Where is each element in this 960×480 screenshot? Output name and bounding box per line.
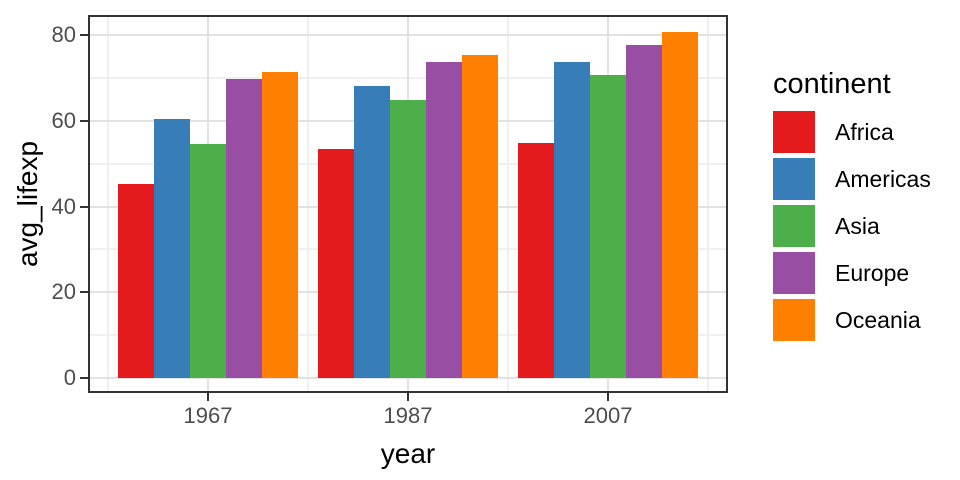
- plot-panel: [88, 15, 728, 393]
- legend-swatch-europe-icon: [773, 252, 815, 294]
- y-tick-40: [80, 205, 88, 208]
- legend-swatch-oceania-icon: [773, 299, 815, 341]
- legend-item-europe: Europe: [773, 252, 931, 294]
- bar-1967-africa: [118, 183, 154, 378]
- bar-1987-asia: [390, 99, 426, 378]
- gridline-minor-x: [707, 15, 709, 393]
- legend-label-americas: Americas: [835, 165, 931, 192]
- y-tick-label-0: 0: [63, 365, 76, 390]
- legend-swatch-asia-icon: [773, 205, 815, 247]
- bar-1967-asia: [190, 143, 226, 378]
- y-tick-label-60: 60: [51, 107, 76, 133]
- bar-2007-europe: [626, 45, 662, 378]
- legend-label-asia: Asia: [835, 212, 880, 239]
- bar-2007-americas: [554, 62, 590, 378]
- legend-label-oceania: Oceania: [835, 306, 921, 333]
- bar-1967-oceania: [262, 72, 298, 378]
- gridline-minor-x: [107, 15, 109, 393]
- bar-2007-asia: [590, 74, 626, 378]
- x-tick-label-1987: 1987: [383, 403, 433, 428]
- legend-label-europe: Europe: [835, 259, 910, 286]
- bar-1987-europe: [426, 62, 462, 378]
- legend-label-africa: Africa: [835, 118, 894, 145]
- bar-1967-europe: [226, 78, 262, 378]
- bar-2007-oceania: [662, 31, 698, 378]
- bar-1967-americas: [154, 118, 190, 378]
- x-tick-label-2007: 2007: [583, 403, 633, 428]
- legend-item-oceania: Oceania: [773, 299, 931, 341]
- legend: continent Africa Americas Asia Europe Oceani…: [773, 70, 931, 341]
- legend-title: continent: [773, 68, 891, 100]
- x-axis-title: year: [380, 438, 436, 469]
- gridline-minor-x: [307, 15, 309, 393]
- y-tick-label-80: 80: [51, 22, 76, 47]
- y-tick-20: [80, 291, 88, 294]
- legend-item-asia: Asia: [773, 205, 931, 247]
- bar-1987-americas: [354, 86, 390, 378]
- x-tick-2007: [607, 393, 609, 401]
- legend-items: Africa Americas Asia Europe Oceania: [773, 111, 931, 341]
- x-tick-1987: [407, 393, 409, 401]
- y-tick-label-40: 40: [51, 193, 76, 219]
- gridline-minor-x: [507, 15, 509, 393]
- legend-item-africa: Africa: [773, 111, 931, 153]
- y-tick-0: [80, 377, 88, 379]
- legend-swatch-americas-icon: [773, 158, 815, 200]
- bar-1987-oceania: [462, 55, 498, 378]
- x-tick-label-1967: 1967: [183, 403, 233, 428]
- x-tick-1967: [207, 393, 209, 401]
- bar-1987-africa: [318, 149, 354, 378]
- y-tick-label-20: 20: [51, 279, 76, 305]
- y-tick-80: [80, 34, 88, 36]
- legend-swatch-africa-icon: [773, 111, 815, 153]
- y-tick-60: [80, 119, 88, 122]
- legend-item-americas: Americas: [773, 158, 931, 200]
- bar-2007-africa: [518, 143, 554, 378]
